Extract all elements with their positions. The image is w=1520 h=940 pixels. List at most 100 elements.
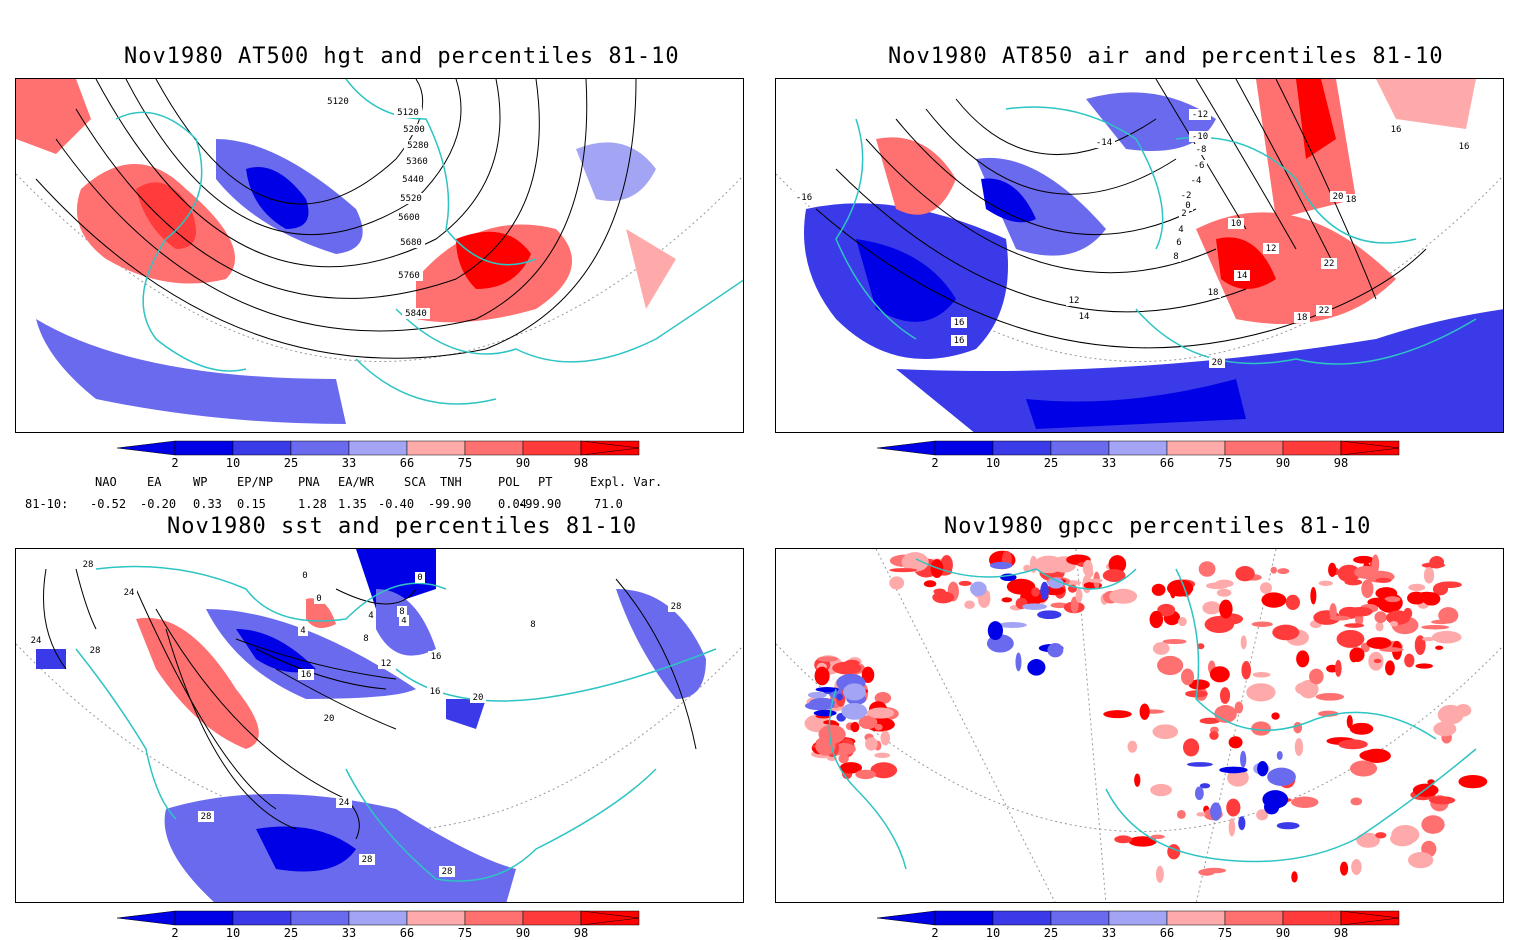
precip-blob xyxy=(1257,761,1269,777)
precip-blob xyxy=(1157,603,1176,617)
contour-label-bg xyxy=(28,635,44,646)
precip-blob xyxy=(1151,583,1166,596)
precip-blob xyxy=(1385,660,1395,676)
precip-blob xyxy=(855,769,876,780)
precip-blob xyxy=(1318,580,1333,586)
panel-title-gpcc: Nov1980 gpcc percentiles 81-10 xyxy=(944,514,1372,539)
map-hgt: 5120 5120 5200 5280 5360 5440 5520 5600 5680 5760… xyxy=(16,79,743,424)
precip-blob xyxy=(1272,624,1300,641)
colorbar-swatch-blue-0 xyxy=(174,910,234,926)
precip-blob xyxy=(1389,620,1399,627)
precip-blob xyxy=(1188,679,1210,690)
tele-header: EA/WR xyxy=(338,475,375,489)
precip-blob xyxy=(1347,606,1373,617)
precip-blob xyxy=(1384,596,1401,603)
precip-blob xyxy=(1346,715,1353,729)
precip-blob xyxy=(1379,647,1404,652)
precip-blob xyxy=(1296,650,1310,668)
panel-title-air: Nov1980 AT850 air and percentiles 81-10 xyxy=(888,44,1444,69)
precip-blob xyxy=(1259,582,1273,594)
precip-blob xyxy=(1087,578,1103,583)
contour-label: -4 xyxy=(1191,176,1202,186)
precip-blob xyxy=(1040,581,1049,600)
precip-blob xyxy=(1329,603,1337,620)
contour-label-bg xyxy=(395,270,423,281)
colorbar-tick-label: 2 xyxy=(931,456,939,470)
colorbar-swatch-blue-0 xyxy=(934,440,994,456)
precip-blob xyxy=(836,693,843,701)
contour-label: 16 xyxy=(954,336,965,346)
precip-blob xyxy=(989,561,1013,569)
contour-label-bg xyxy=(1066,295,1082,306)
precip-blob xyxy=(1251,721,1272,736)
contour-label-bg xyxy=(336,797,352,808)
precip-blob xyxy=(1198,868,1215,876)
contour-label-bg xyxy=(1188,175,1204,186)
colorbar-top-left xyxy=(116,440,640,456)
contour-label-bg xyxy=(1191,160,1207,171)
anomaly-shading xyxy=(36,549,706,902)
precip-blob xyxy=(843,683,866,701)
precip-blob xyxy=(817,656,839,662)
precip-blob xyxy=(1404,653,1415,668)
tele-header: PNA xyxy=(298,475,320,489)
precip-blob xyxy=(901,552,929,572)
contour-label: 12 xyxy=(1266,244,1277,254)
precip-blob xyxy=(933,588,946,595)
contour-label-bg xyxy=(951,317,967,328)
colorbar-tick-label: 25 xyxy=(283,926,299,940)
precip-blob xyxy=(1267,767,1296,786)
contour-label-bg xyxy=(395,212,423,223)
precip-blob xyxy=(1391,825,1420,845)
precip-blob xyxy=(1310,587,1317,605)
contour-label: 5280 xyxy=(407,141,429,151)
contour-label-bg xyxy=(394,107,422,118)
colorbar-arrow-low xyxy=(876,910,936,926)
colorbar-swatch-red-0 xyxy=(1166,440,1226,456)
precip-blob xyxy=(1198,561,1216,577)
contour-label-bg xyxy=(321,713,337,724)
colorbar-tick-label: 33 xyxy=(1101,926,1117,940)
contour-label: 28 xyxy=(442,867,453,877)
precip-blob xyxy=(1416,591,1438,603)
colorbar-tick-label: 98 xyxy=(573,926,589,940)
colorbar-tick-label: 90 xyxy=(1275,926,1291,940)
coastlines xyxy=(115,79,743,405)
precip-blob xyxy=(1340,861,1349,876)
precip-blob xyxy=(1103,710,1132,719)
contour-label-bg xyxy=(470,692,486,703)
colorbar-tick-label: 25 xyxy=(1043,456,1059,470)
precip-blob xyxy=(1356,832,1381,848)
contour-label: 24 xyxy=(31,636,42,646)
precip-blob xyxy=(1414,635,1426,655)
contour-label-bg xyxy=(366,610,376,621)
precip-blob xyxy=(1293,721,1303,734)
colorbar-swatch-blue-3 xyxy=(348,440,408,456)
tele-value: 1.28 xyxy=(298,497,327,511)
colorbar-swatch-blue-1 xyxy=(232,440,292,456)
colorbar-top-right xyxy=(876,440,1400,456)
colorbar-tick-label: 10 xyxy=(985,926,1001,940)
tele-value: 71.0 xyxy=(594,497,623,511)
colorbar-tick-label: 2 xyxy=(171,456,179,470)
colorbar-swatch-blue-1 xyxy=(992,440,1052,456)
panel-title-sst: Nov1980 sst and percentiles 81-10 xyxy=(167,514,638,539)
contour-label: 0 xyxy=(1185,201,1190,211)
precip-blob xyxy=(1134,773,1141,787)
contour-label-bg xyxy=(427,686,443,697)
precip-blob xyxy=(874,723,883,731)
precip-blob xyxy=(1261,592,1287,608)
contour-label: 28 xyxy=(362,855,373,865)
colorbar-tick-label: 90 xyxy=(515,926,531,940)
colorbar-arrow-high xyxy=(580,910,640,926)
precip-blob xyxy=(1228,736,1243,749)
contour-label-bg xyxy=(397,237,425,248)
precip-blob xyxy=(1241,660,1251,680)
precip-blob xyxy=(1139,703,1150,720)
colorbar-swatch-red-2 xyxy=(522,440,582,456)
precip-blob xyxy=(1234,701,1244,714)
contour-label: 0 xyxy=(316,594,321,604)
contour-label: 6 xyxy=(1176,238,1181,248)
precip-blob xyxy=(1351,858,1362,876)
